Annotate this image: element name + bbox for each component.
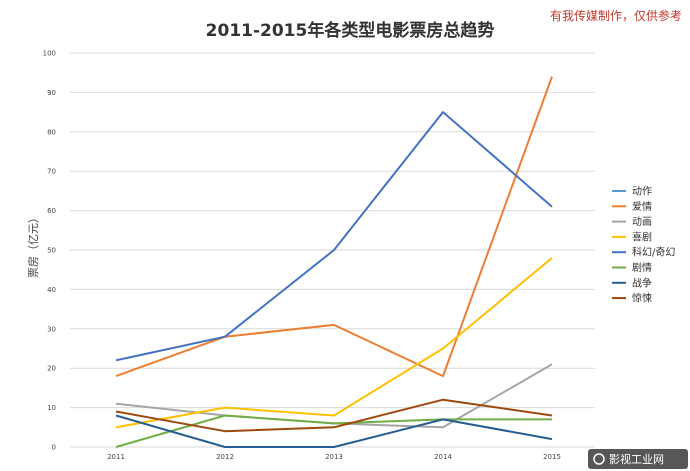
y-tick-label: 90 (47, 89, 56, 97)
legend-label: 剧情 (632, 261, 652, 274)
y-tick-label: 60 (47, 207, 56, 215)
series-line-7 (115, 398, 553, 433)
series-line-2 (115, 363, 553, 429)
logo-icon (593, 453, 605, 465)
legend-label: 动画 (632, 216, 652, 228)
legend-label: 爱情 (632, 200, 652, 213)
y-tick-label: 50 (47, 247, 56, 255)
series-lines (115, 76, 553, 448)
legend-label: 科幻/奇幻 (632, 246, 675, 259)
watermark-top: 有我传媒制作，仅供参考 (550, 8, 682, 23)
x-tick-label: 2012 (216, 453, 234, 461)
y-axis-label: 票房（亿元） (27, 212, 40, 278)
y-tick-label: 10 (47, 404, 56, 412)
series-line-1 (115, 76, 553, 378)
series-line-3 (115, 257, 553, 429)
x-tick-label: 2014 (434, 453, 452, 461)
y-tick-label: 20 (47, 365, 56, 373)
legend-label: 战争 (632, 276, 652, 289)
chart-title: 2011-2015年各类型电影票房总趋势 (206, 20, 495, 41)
x-tick-labels: 2011 2012 2013 2014 2015 (107, 453, 561, 461)
watermark-bottom-bg (588, 449, 688, 469)
y-tick-label: 0 (52, 444, 56, 452)
legend-label: 喜剧 (632, 230, 652, 243)
y-tick-labels: 0 10 20 30 40 50 60 70 80 90 100 (43, 50, 56, 452)
y-tick-label: 100 (43, 50, 56, 58)
series-line-5 (115, 414, 552, 448)
series-line-6 (115, 414, 553, 448)
x-tick-label: 2011 (107, 453, 125, 461)
y-tick-label: 30 (47, 325, 56, 333)
x-tick-label: 2013 (325, 453, 343, 461)
y-tick-label: 70 (47, 168, 56, 176)
watermark-bottom: 影视工业网 (609, 452, 664, 466)
x-tick-label: 2015 (543, 453, 561, 461)
y-tick-label: 80 (47, 128, 56, 136)
legend-label: 惊悚 (632, 292, 652, 305)
watermark-bottom-badge: 影视工业网 (588, 449, 688, 469)
y-tick-label: 40 (47, 286, 56, 294)
legend-label: 动作 (632, 186, 652, 198)
series-line-4 (115, 111, 553, 362)
